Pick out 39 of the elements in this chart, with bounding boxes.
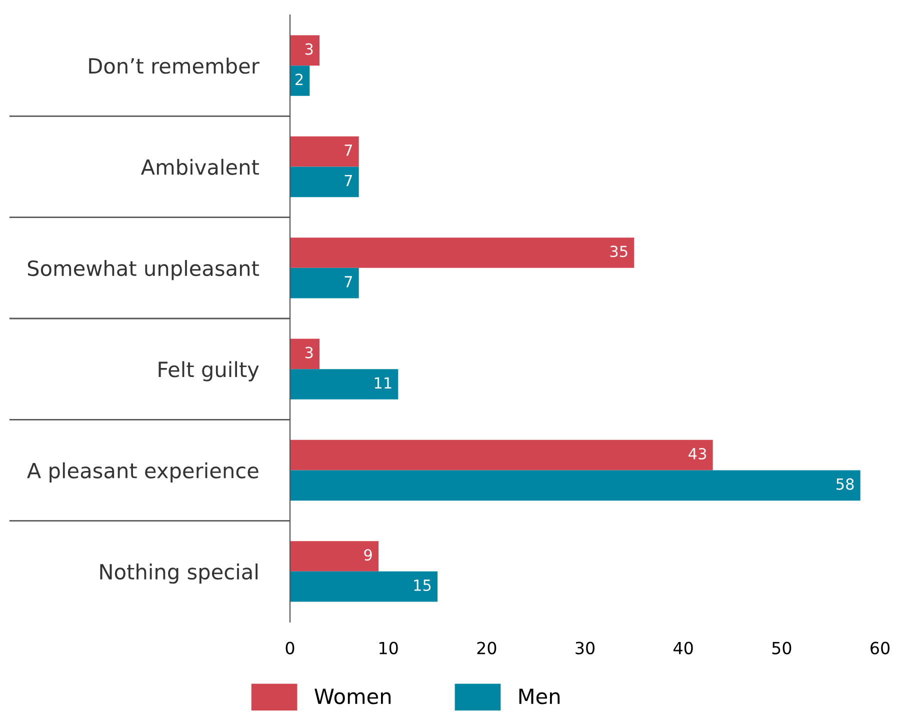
x-tick-label: 20 — [477, 642, 496, 654]
bar — [290, 338, 320, 370]
data-label: 11 — [374, 377, 392, 388]
x-tick-label: 60 — [870, 642, 890, 654]
data-label: 43 — [688, 448, 706, 460]
data-label: 7 — [344, 175, 352, 186]
bar — [290, 136, 359, 167]
data-label: 9 — [364, 549, 372, 561]
data-label: 3 — [305, 43, 313, 55]
y-tick-label: A pleasant experience — [27, 462, 258, 482]
y-tick-label: Felt guilty — [158, 361, 259, 382]
y-tick-label: Nothing special — [100, 564, 258, 584]
bar — [290, 541, 378, 572]
data-label: 15 — [414, 580, 431, 592]
legend-label: Women — [314, 688, 391, 704]
x-tick-label: 0 — [286, 642, 294, 654]
data-label: 7 — [344, 144, 352, 156]
data-label: 58 — [836, 478, 854, 490]
data-label: 7 — [344, 276, 352, 288]
x-tick-label: 30 — [576, 642, 594, 654]
x-tick-label: 10 — [380, 642, 398, 654]
x-tick-label: 50 — [772, 642, 792, 654]
data-label: 2 — [296, 74, 303, 85]
x-tick-label: 40 — [674, 642, 693, 654]
bar — [290, 571, 438, 602]
y-tick-label: Somewhat unpleasant — [28, 260, 259, 280]
bar — [290, 35, 320, 66]
y-tick-label: Ambivalent — [140, 158, 259, 175]
bar — [290, 238, 634, 268]
y-tick-label: Don’t remember — [89, 58, 260, 74]
bar — [290, 470, 860, 501]
bar — [290, 268, 359, 298]
bar — [290, 166, 359, 198]
bar — [290, 369, 398, 400]
legend-label: Men — [519, 688, 560, 704]
data-label: 3 — [305, 346, 313, 358]
bar — [290, 66, 310, 96]
bar — [290, 440, 713, 470]
data-label: 35 — [610, 246, 628, 258]
